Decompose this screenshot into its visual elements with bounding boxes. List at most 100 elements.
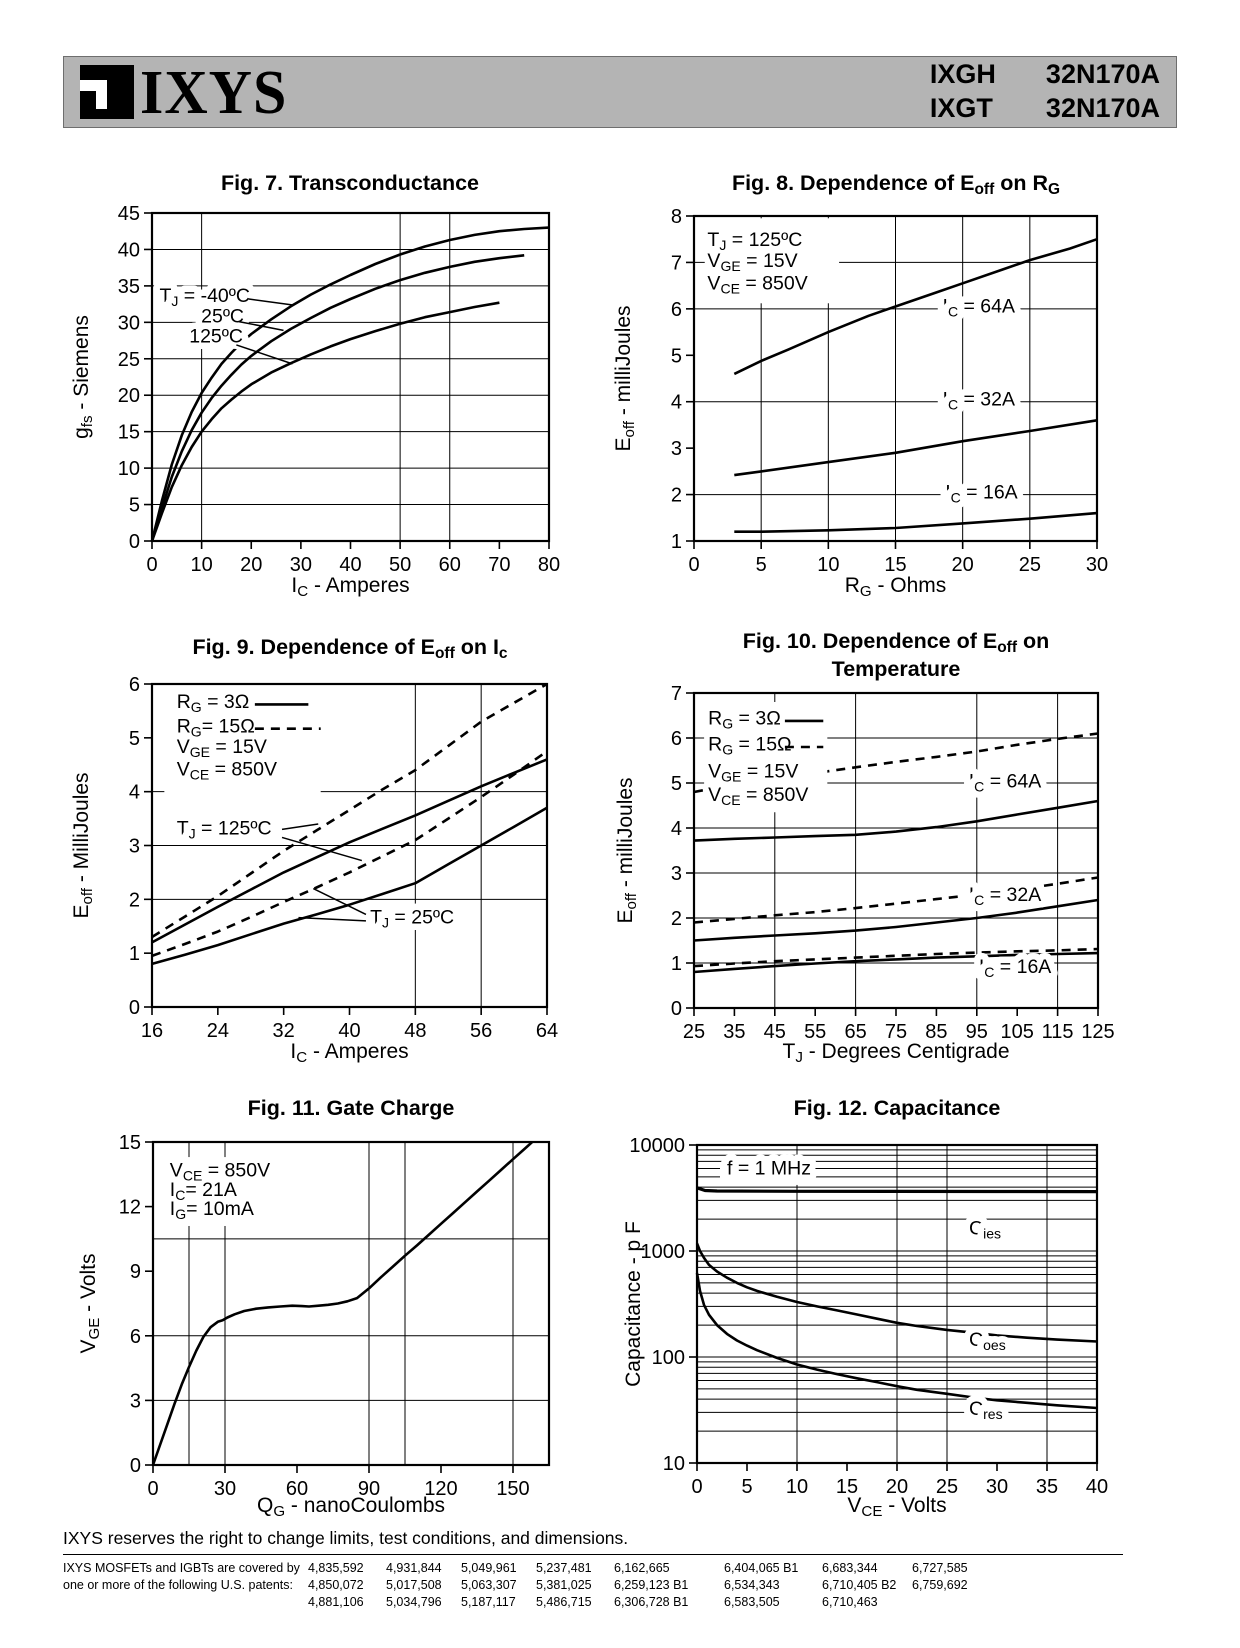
fig11-x-tick: 150 (496, 1478, 529, 1500)
fig11-plot-frame (151, 1140, 551, 1467)
patent-number: 5,063,307 (461, 1577, 517, 1592)
fig10-series-ic32-rg15 (693, 876, 1099, 924)
fig9-legend-rg15: RG= 15Ω (177, 715, 255, 739)
fig10-x-tick: 25 (683, 1021, 705, 1043)
fig8-x-tick: 0 (688, 554, 699, 576)
fig10-x-tick: 85 (925, 1021, 947, 1043)
fig10-x-tick: 35 (723, 1021, 745, 1043)
fig10-x-tick: 75 (885, 1021, 907, 1043)
footer-notice: IXYS reserves the right to change limits… (63, 1528, 629, 1548)
patent-number: 6,710,405 B2 (822, 1577, 897, 1592)
fig8-series-ic-32A (734, 419, 1098, 477)
patent-number: 4,881,106 (308, 1594, 364, 1609)
fig9-series-rg15-tj25 (151, 750, 548, 958)
patent-number: 4,850,072 (308, 1577, 364, 1592)
brand-text: IXYS (140, 57, 288, 127)
fig8-x-tick: 5 (756, 554, 767, 576)
fig9-y-tick: 2 (129, 889, 140, 911)
fig10-series-ic64-rg3 (693, 799, 1099, 842)
fig9-y-tick: 4 (129, 782, 140, 804)
fig11-cond-ig: IG= 10mA (170, 1198, 254, 1222)
fig10-y-tick: 7 (671, 683, 682, 705)
part-family: IXGH (929, 59, 996, 90)
fig7-y-tick: 45 (118, 203, 140, 225)
fig7-x-tick: 60 (439, 554, 461, 576)
fig8-cond-vge: VGE = 15V (707, 250, 797, 274)
fig10-label-ic32: IC = 32A (969, 884, 1041, 908)
fig11-x-tick: 60 (286, 1478, 308, 1500)
patents-block: IXYS MOSFETs and IGBTs are covered by on… (63, 1560, 992, 1611)
fig7-y-tick: 5 (129, 495, 140, 517)
fig11-x-axis-title: QG - nanoCoulombs (257, 1494, 445, 1520)
fig12-label-coes: Coes (969, 1329, 1006, 1353)
fig9-legend-rg3: RG = 3Ω (177, 691, 250, 715)
fig9-label-tj125: TJ = 125ºC (177, 818, 272, 842)
patent-number: 5,034,796 (386, 1594, 442, 1609)
part-number-row: IXGH 32N170A (930, 58, 1160, 92)
patent-number: 5,049,961 (461, 1561, 517, 1575)
fig12-x-tick: 35 (1036, 1476, 1058, 1498)
fig12-x-tick: 30 (986, 1476, 1008, 1498)
footer-rule (63, 1554, 1123, 1555)
fig10-title: Temperature (832, 657, 961, 681)
fig10-series-ic16-rg3 (693, 951, 1099, 974)
fig8-x-axis-title: RG - Ohms (845, 574, 947, 600)
fig10-x-tick: 95 (966, 1021, 988, 1043)
patent-number: 6,710,463 (822, 1594, 878, 1609)
fig7-y-tick: 0 (129, 531, 140, 553)
fig8-cond-tj: TJ = 125ºC (707, 229, 802, 253)
fig7-x-tick: 30 (290, 554, 312, 576)
part-numbers: IXGH 32N170A IXGT 32N170A (930, 58, 1160, 126)
fig10-y-axis-title: Eoff - milliJoules (614, 777, 640, 923)
fig12-y-axis-title: Capacitance - p F (622, 1221, 645, 1387)
fig12-x-tick: 10 (786, 1476, 808, 1498)
fig12-x-tick: 40 (1086, 1476, 1108, 1498)
fig12-label-cies: Cies (969, 1218, 1001, 1242)
fig10-label-ic64: IC = 64A (969, 771, 1041, 795)
fig7-y-tick: 35 (118, 276, 140, 298)
patent-number: 6,259,123 B1 (614, 1577, 689, 1592)
fig11-y-axis-title: VGE - Volts (77, 1253, 103, 1353)
fig11-x-tick: 30 (214, 1478, 236, 1500)
fig10-legend-rg15: RG = 15Ω (708, 734, 792, 758)
fig12-series-Cies (696, 1186, 1098, 1194)
fig7-x-tick: 20 (240, 554, 262, 576)
fig9-y-tick: 0 (129, 997, 140, 1019)
fig10-y-tick: 1 (671, 953, 682, 975)
patents-label: IXYS MOSFETs and IGBTs are covered by on… (63, 1560, 308, 1611)
ixys-logo-icon (80, 65, 134, 119)
fig12-y-tick: 10 (663, 1453, 685, 1475)
fig10-series-ic32-rg3 (693, 898, 1099, 942)
fig10-title: Fig. 10. Dependence of Eoff on (743, 629, 1050, 656)
fig9-cond-vge: VGE = 15V (177, 736, 267, 760)
fig9-y-tick: 1 (129, 943, 140, 965)
fig8-x-tick: 20 (952, 554, 974, 576)
fig7-series-tj-25C (150, 254, 525, 542)
fig11-y-tick: 9 (130, 1261, 141, 1283)
fig8-cond-vce: VCE = 850V (707, 272, 807, 296)
fig12-series-Cres (695, 1272, 1098, 1410)
patents-grid: 4,835,592 4,931,844 5,049,961 5,237,481 6,16… (308, 1560, 992, 1611)
fig9-x-tick: 32 (273, 1020, 295, 1042)
fig7-label-tj-25: 25ºC (201, 305, 244, 327)
fig10-y-tick: 5 (671, 773, 682, 795)
patent-number: 6,583,505 (724, 1594, 780, 1609)
fig8-y-tick: 3 (671, 438, 682, 460)
fig10-label-ic16: IC = 16A (979, 956, 1051, 980)
fig9-title: Fig. 9. Dependence of Eoff on Ic (192, 635, 507, 662)
fig8-x-tick: 25 (1019, 554, 1041, 576)
fig10-cond-vce: VCE = 850V (708, 784, 808, 808)
patent-number: 6,683,344 (822, 1561, 878, 1575)
part-number-row: IXGT 32N170A (930, 92, 1160, 126)
fig9-x-tick: 24 (207, 1020, 229, 1042)
fig9-x-tick: 64 (536, 1020, 558, 1042)
fig11-x-tick: 90 (358, 1478, 380, 1500)
patent-number: 5,486,715 (536, 1594, 592, 1609)
fig9-y-tick: 5 (129, 728, 140, 750)
fig9-series-rg3-tj25 (151, 806, 548, 966)
